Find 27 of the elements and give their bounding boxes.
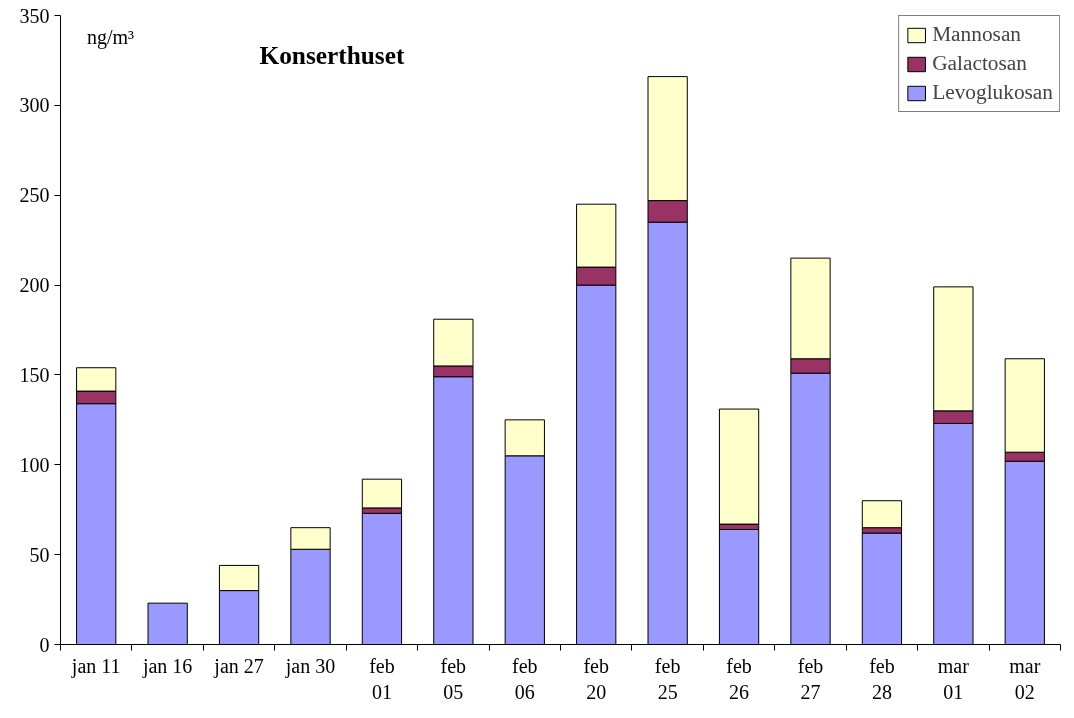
x-tick-label: feb 25 [654, 654, 681, 703]
y-tick-label: 150 [19, 363, 50, 386]
x-tick-label: feb 28 [869, 654, 895, 703]
y-tick-label: 50 [29, 543, 50, 566]
x-tick-label: feb 20 [583, 654, 609, 703]
x-tick-label: feb 01 [369, 654, 395, 703]
legend-label: Galactosan [932, 51, 1027, 76]
x-tick-label: jan 27 [213, 654, 264, 678]
y-tick-label: 200 [19, 274, 50, 297]
y-tick-label: 0 [39, 633, 50, 656]
y-tick-label: 100 [19, 453, 50, 476]
legend-label: Mannosan [932, 22, 1022, 47]
x-tick-label: mar 02 [1009, 654, 1041, 703]
x-tick-label: jan 16 [141, 654, 193, 678]
y-tick-label: 250 [19, 184, 50, 207]
x-tick-label: jan 30 [284, 654, 336, 678]
legend-label: Levoglukosan [932, 80, 1053, 105]
x-tick-label: feb 05 [440, 654, 467, 703]
x-tick-label: feb 26 [726, 654, 752, 703]
y-tick-label: 350 [19, 4, 50, 27]
text: Konserthuset [259, 40, 405, 69]
x-tick-label: mar 01 [937, 654, 970, 703]
y-tick-label: 300 [19, 94, 50, 117]
x-tick-label: feb 27 [797, 654, 824, 703]
x-tick-label: jan 11 [70, 654, 121, 678]
annotation: ng/m³ [86, 25, 135, 49]
x-tick-label: feb 06 [512, 654, 538, 703]
